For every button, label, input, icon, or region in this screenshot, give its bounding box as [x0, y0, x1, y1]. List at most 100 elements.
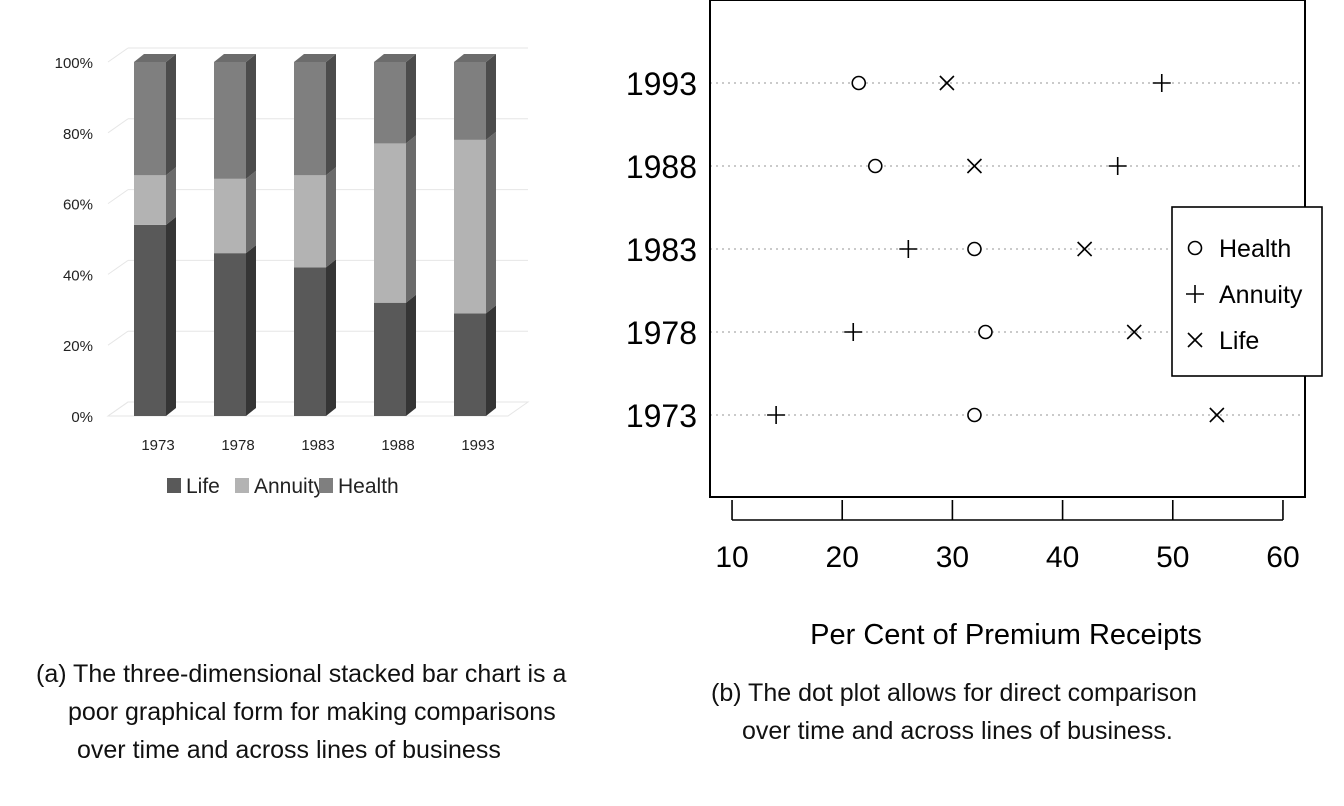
legend-label-annuity: Annuity [254, 475, 325, 498]
y-tick-label: 80% [63, 126, 93, 143]
bar-segment-life [374, 302, 406, 416]
y-tick-label: 100% [55, 55, 93, 72]
bar-segment-health [454, 62, 486, 140]
bar-side-annuity [166, 167, 176, 225]
bar-top [374, 54, 416, 62]
point-health [978, 324, 993, 340]
legend-swatch-health [319, 478, 333, 493]
y-tick-label: 1988 [626, 149, 697, 185]
point-annuity [1152, 74, 1171, 92]
x-tick-label: 60 [1266, 541, 1299, 574]
gridline-side [107, 259, 129, 275]
bar-side-health [246, 54, 256, 179]
bar-segment-health [134, 62, 166, 176]
bar-side-life [486, 305, 496, 416]
legend-marker-annuity [1186, 285, 1204, 303]
point-annuity [767, 406, 786, 424]
bar-side-health [166, 54, 176, 176]
bar-segment-life [454, 313, 486, 416]
bar-side-annuity [406, 135, 416, 303]
point-annuity [899, 240, 918, 258]
bar-side-health [406, 54, 416, 144]
x-tick-label: 1973 [141, 437, 174, 454]
legend: Health Annuity Life [1171, 206, 1323, 377]
bar-segment-annuity [134, 175, 166, 225]
bar-top [134, 54, 176, 62]
x-tick-label: 10 [715, 541, 748, 574]
bar-segment-life [214, 253, 246, 416]
x-tick-label: 1983 [301, 437, 334, 454]
point-health [967, 407, 982, 423]
legend-marker-life [1187, 332, 1203, 348]
caption-b-line-2: over time and across lines of business. [742, 717, 1173, 745]
x-tick-label: 1988 [381, 437, 414, 454]
bar-side-life [166, 216, 176, 416]
x-tick-label: 30 [936, 541, 969, 574]
y-tick-label: 1983 [626, 232, 697, 268]
bar-segment-health [214, 62, 246, 179]
point-life [1126, 324, 1142, 340]
y-tick-label: 20% [63, 338, 93, 355]
x-axis-title: Per Cent of Premium Receipts [810, 619, 1202, 651]
legend-label-health: Health [338, 475, 399, 498]
bar-side-life [406, 294, 416, 416]
x-tick-label: 1978 [221, 437, 254, 454]
x-tick-label: 40 [1046, 541, 1079, 574]
bar-segment-annuity [294, 175, 326, 268]
y-tick-label: 0% [71, 409, 93, 426]
bar-top [294, 54, 336, 62]
gridline-side [107, 47, 129, 63]
caption-a: (a) The three-dimensional stacked bar ch… [36, 655, 566, 769]
x-tick-label: 1993 [461, 437, 494, 454]
point-annuity [844, 323, 863, 341]
gridline-side [107, 118, 129, 134]
point-health [967, 241, 982, 257]
bar-segment-life [134, 224, 166, 416]
legend-label-life: Life [1219, 327, 1259, 355]
legend-swatch-life [167, 478, 181, 493]
bar-side-life [326, 259, 336, 416]
caption-a-line-2: poor graphical form for making compariso… [68, 698, 556, 726]
legend-box [1171, 206, 1323, 377]
legend-swatch-annuity [235, 478, 249, 493]
bar-segment-health [294, 62, 326, 176]
point-health [867, 158, 883, 174]
legend-label-life: Life [186, 475, 220, 498]
caption-b-line-1: (b) The dot plot allows for direct compa… [711, 679, 1197, 707]
point-life [939, 75, 955, 91]
point-life [966, 158, 983, 174]
caption-a-line-1: (a) The three-dimensional stacked bar ch… [36, 660, 567, 688]
bar-side-annuity [246, 170, 256, 254]
point-life [1077, 241, 1093, 257]
y-tick-label: 1973 [626, 398, 697, 434]
bar-side-life [246, 245, 256, 416]
gridline-side [107, 330, 129, 346]
y-tick-label: 40% [63, 267, 93, 284]
bar-top [454, 54, 496, 62]
bar-side-health [486, 54, 496, 140]
bar-segment-life [294, 267, 326, 416]
bar-top [214, 54, 256, 62]
stacked-bar-chart: 0% 20% 40% 60% 80% 100% 1973 1978 1983 1988 1993 Li… [55, 47, 530, 498]
bar-segment-annuity [374, 143, 406, 303]
legend-marker-health [1187, 240, 1203, 256]
caption-b: (b) The dot plot allows for direct compa… [711, 674, 1197, 750]
caption-a-line-3: over time and across lines of business [77, 736, 501, 764]
bar-segment-annuity [214, 178, 246, 254]
point-health [851, 75, 867, 91]
x-tick-label: 20 [826, 541, 859, 574]
bar-side-annuity [486, 131, 496, 314]
point-life [1209, 407, 1225, 423]
bar-side-annuity [326, 167, 336, 268]
y-tick-label: 60% [63, 197, 93, 214]
gridline-side [107, 189, 129, 205]
point-annuity [1108, 157, 1127, 175]
legend-label-annuity: Annuity [1219, 281, 1303, 309]
bar-side-health [326, 54, 336, 176]
dot-plot: 1973 1978 1983 1988 1993 10 20 30 40 50 60 Per Cent… [626, 0, 1323, 651]
y-tick-label: 1978 [626, 315, 697, 351]
legend-label-health: Health [1219, 235, 1291, 263]
x-tick-label: 50 [1156, 541, 1189, 574]
bar-segment-health [374, 62, 406, 144]
